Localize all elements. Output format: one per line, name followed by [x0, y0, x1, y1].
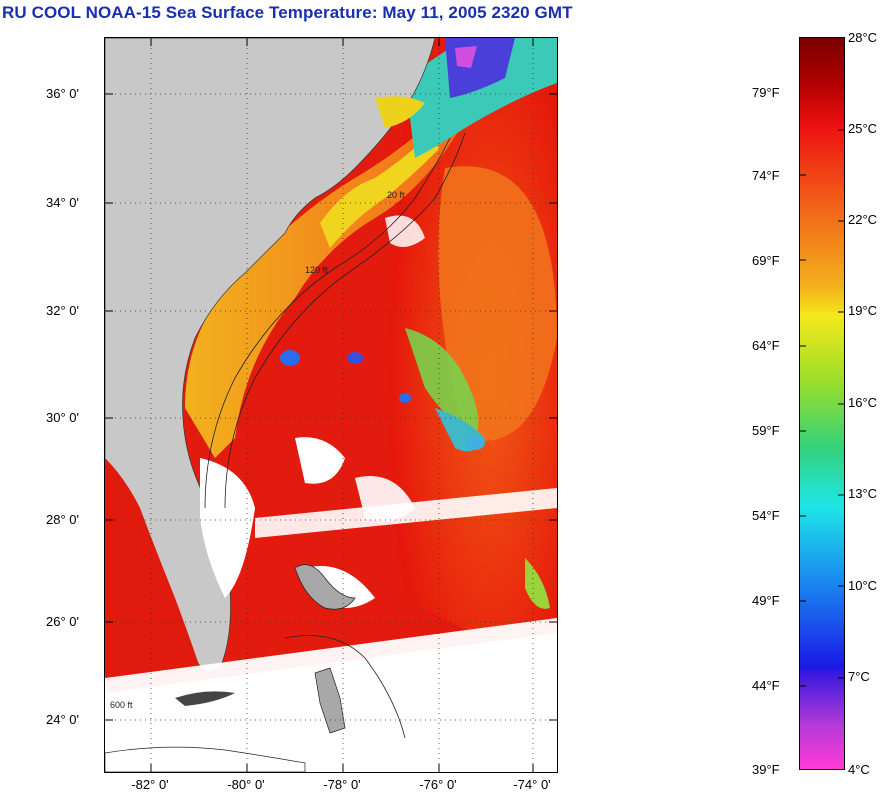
cold-shelf-water	[405, 38, 557, 158]
cb-label-22c: 22°C	[848, 212, 878, 227]
florida-keys	[175, 691, 235, 706]
cold-eddy-2	[347, 352, 363, 364]
pamlico-sound	[375, 96, 425, 128]
colorbar-gradient	[800, 38, 844, 769]
lat-label-26: 26° 0'	[46, 614, 79, 629]
sst-map: 20 ft 120 ft 600 ft	[104, 37, 558, 773]
cold-eddy-1	[280, 350, 300, 366]
lon-label-80: -80° 0'	[227, 777, 265, 792]
orange-eddy	[438, 166, 557, 441]
frame-ticks	[105, 38, 557, 772]
cb-label-19c: 19°C	[848, 303, 878, 318]
cb-label-74f: 74°F	[752, 168, 780, 183]
cb-label-54f: 54°F	[752, 508, 780, 523]
cold-eddy-4	[465, 436, 485, 450]
coastal-warm-band	[320, 138, 440, 248]
lat-label-32: 32° 0'	[46, 303, 79, 318]
cb-label-13c: 13°C	[848, 486, 878, 501]
cold-eddy-3	[399, 393, 411, 403]
cb-label-39f: 39°F	[752, 762, 780, 777]
cb-label-10c: 10°C	[848, 578, 878, 593]
cb-label-4c: 4°C	[848, 762, 870, 777]
swath-gap-north	[255, 488, 557, 538]
cb-label-28c: 28°C	[848, 30, 878, 45]
isobath-120ft	[204, 137, 451, 509]
lon-label-82: -82° 0'	[131, 777, 169, 792]
gulf-water	[105, 458, 200, 688]
cool-filament-3	[525, 558, 550, 609]
coldest-patch	[455, 46, 477, 68]
lon-label-78: -78° 0'	[323, 777, 361, 792]
lat-label-24: 24° 0'	[46, 712, 79, 727]
isobath-600ft	[224, 132, 466, 509]
lat-label-28: 28° 0'	[46, 512, 79, 527]
cloud-patch-1	[200, 458, 255, 598]
cb-label-25c: 25°C	[848, 121, 878, 136]
temperature-colorbar	[799, 37, 845, 770]
cb-label-69f: 69°F	[752, 253, 780, 268]
isobath-label-20: 20 ft	[387, 190, 405, 200]
shelf-water	[185, 118, 460, 458]
cool-filament-1	[405, 328, 479, 438]
lat-label-30: 30° 0'	[46, 410, 79, 425]
cb-label-7c: 7°C	[848, 669, 870, 684]
cloud-patch-2	[295, 437, 345, 484]
lat-label-34: 34° 0'	[46, 195, 79, 210]
isobath-bahamas	[284, 635, 406, 739]
lat-label-36: 36° 0'	[46, 86, 79, 101]
cb-label-49f: 49°F	[752, 593, 780, 608]
cb-label-16c: 16°C	[848, 395, 878, 410]
bahamas-andros	[314, 667, 346, 734]
cuba-coast	[105, 746, 306, 772]
lon-label-76: -76° 0'	[419, 777, 457, 792]
sst-map-image: 20 ft 120 ft 600 ft	[105, 38, 557, 772]
graticule	[105, 38, 557, 772]
bahamas-abaco	[294, 564, 356, 610]
cb-label-64f: 64°F	[752, 338, 780, 353]
cloud-patch-4	[385, 215, 425, 247]
lon-label-74: -74° 0'	[513, 777, 551, 792]
cb-label-59f: 59°F	[752, 423, 780, 438]
cb-label-44f: 44°F	[752, 678, 780, 693]
isobath-label-120: 120 ft	[305, 265, 328, 275]
cb-label-79f: 79°F	[752, 85, 780, 100]
isobath-label-600: 600 ft	[110, 700, 133, 710]
map-title: RU COOL NOAA-15 Sea Surface Temperature:…	[2, 3, 573, 22]
